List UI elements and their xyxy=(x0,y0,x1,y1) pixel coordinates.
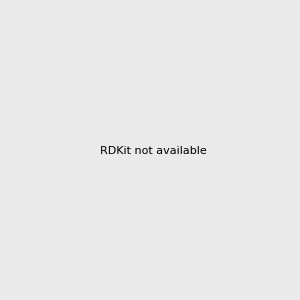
Text: RDKit not available: RDKit not available xyxy=(100,146,207,157)
